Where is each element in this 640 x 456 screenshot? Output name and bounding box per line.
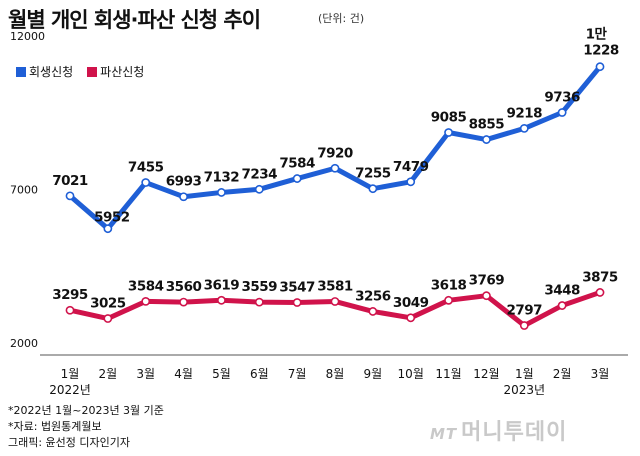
data-label: 7584 xyxy=(279,156,315,172)
data-point xyxy=(557,108,567,117)
watermark-logo: MT 머니투데이 xyxy=(430,414,567,446)
data-point xyxy=(406,313,416,323)
legend-item-rehab: 회생신청 xyxy=(16,63,73,80)
data-point xyxy=(292,174,302,183)
y-tick-label: 12000 xyxy=(10,30,45,43)
data-point xyxy=(519,321,529,330)
data-point xyxy=(217,188,226,197)
x-tick-label: 5월 xyxy=(212,367,231,381)
data-label-prefix: 1만 xyxy=(586,27,608,43)
data-point xyxy=(179,192,188,202)
data-point xyxy=(519,124,529,133)
x-tick-label: 3월 xyxy=(136,367,155,381)
data-label: 9085 xyxy=(431,109,467,125)
x-tick-label: 1월 xyxy=(515,367,534,381)
data-point xyxy=(103,314,113,323)
x-tick-label: 1월 xyxy=(61,367,80,381)
x-tick-label: 6월 xyxy=(250,367,269,381)
data-point xyxy=(141,178,151,187)
legend-label-bankruptcy: 파산신청 xyxy=(100,65,145,79)
data-label: 5952 xyxy=(94,210,130,226)
data-point xyxy=(217,295,226,305)
data-point xyxy=(65,305,75,315)
data-label: 2797 xyxy=(506,303,542,319)
data-point xyxy=(482,291,491,301)
data-label: 3619 xyxy=(204,277,240,293)
data-point xyxy=(482,135,491,144)
y-tick-label: 2000 xyxy=(10,337,38,350)
data-point xyxy=(444,295,453,305)
data-label: 3049 xyxy=(393,295,429,311)
data-point xyxy=(444,128,453,137)
year-label: 2022년 xyxy=(49,383,91,397)
x-tick-label: 2월 xyxy=(99,367,118,381)
data-point xyxy=(254,297,264,307)
footnote-period: *2022년 1월~2023년 3월 기준 xyxy=(8,404,164,417)
data-point xyxy=(595,62,605,72)
data-label: 3875 xyxy=(582,269,618,285)
legend-item-bankruptcy: 파산신청 xyxy=(87,63,144,80)
data-label: 3295 xyxy=(52,287,88,303)
y-tick-label: 7000 xyxy=(10,184,38,197)
data-point xyxy=(65,191,75,201)
data-point xyxy=(141,296,151,306)
data-label: 3584 xyxy=(128,278,164,294)
data-label: 7479 xyxy=(393,159,429,175)
watermark-mt: MT xyxy=(430,425,458,443)
footnote-credit: 그래픽: 윤선정 디자인기자 xyxy=(8,436,131,449)
data-point xyxy=(368,307,378,316)
data-label: 9736 xyxy=(544,90,580,106)
legend-swatch-bankruptcy xyxy=(87,66,98,77)
x-tick-label: 3월 xyxy=(591,367,610,381)
x-tick-label: 12월 xyxy=(473,367,499,381)
footnotes: *2022년 1월~2023년 3월 기준 *자료: 법원통계월보 그래픽: 윤… xyxy=(8,403,164,451)
x-tick-label: 11월 xyxy=(435,367,461,381)
data-point xyxy=(595,288,605,297)
data-label: 7132 xyxy=(204,169,240,185)
data-label: 3560 xyxy=(166,279,202,295)
data-label: 3618 xyxy=(431,277,467,293)
data-label: 1228 xyxy=(583,43,619,59)
data-label: 7021 xyxy=(52,173,88,189)
data-label: 7255 xyxy=(355,166,391,182)
legend: 회생신청 파산신청 xyxy=(16,63,144,80)
x-tick-label: 7월 xyxy=(288,367,307,381)
data-point xyxy=(292,298,302,307)
data-point xyxy=(330,297,340,306)
legend-swatch-rehab xyxy=(16,66,26,77)
footnote-source: *자료: 법원통계월보 xyxy=(8,420,102,433)
data-label: 9218 xyxy=(506,105,542,121)
data-point xyxy=(406,177,416,187)
year-label: 2023년 xyxy=(503,383,545,397)
unit-label: (단위: 건) xyxy=(318,12,365,25)
data-label: 7455 xyxy=(128,160,164,176)
data-label: 3769 xyxy=(469,273,505,289)
data-label: 3256 xyxy=(355,288,391,304)
x-tick-label: 2월 xyxy=(553,367,572,381)
data-point xyxy=(254,184,264,194)
x-tick-label: 8월 xyxy=(326,367,345,381)
data-label: 3581 xyxy=(317,278,353,294)
chart-title: 월별 개인 회생·파산 신청 추이 xyxy=(8,8,261,32)
data-label: 3025 xyxy=(90,296,126,312)
watermark-text: 머니투데이 xyxy=(461,420,568,445)
data-label: 6993 xyxy=(166,174,202,190)
data-label: 8855 xyxy=(469,117,505,133)
data-point xyxy=(103,224,113,234)
data-point xyxy=(179,297,188,307)
data-point xyxy=(330,163,340,173)
x-tick-label: 9월 xyxy=(364,367,383,381)
data-label: 7920 xyxy=(317,145,353,161)
data-point xyxy=(368,184,378,194)
x-tick-label: 10월 xyxy=(398,367,424,381)
data-point xyxy=(557,301,567,310)
data-label: 3448 xyxy=(544,283,580,299)
data-label: 3559 xyxy=(241,279,277,295)
data-label: 3547 xyxy=(279,280,315,296)
data-label: 7234 xyxy=(241,166,277,182)
x-tick-label: 4월 xyxy=(174,367,193,381)
legend-label-rehab: 회생신청 xyxy=(29,65,74,79)
